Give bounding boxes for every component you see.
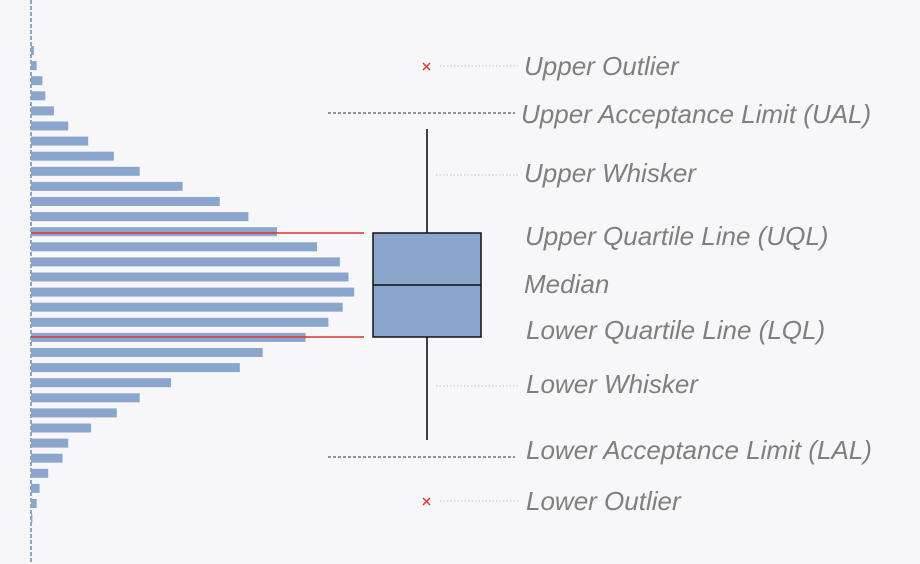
label-upper-whisker: Upper Whisker <box>524 158 697 188</box>
histogram-bar <box>31 166 140 176</box>
histogram-bar <box>31 212 249 222</box>
histogram-bar <box>31 181 183 191</box>
label-median: Median <box>524 269 609 299</box>
histogram-bar <box>31 91 46 101</box>
histogram-bar <box>31 483 40 493</box>
histogram-bar <box>31 242 317 252</box>
histogram-bar <box>31 121 69 131</box>
label-lower-outlier: Lower Outlier <box>526 486 682 516</box>
histogram-bar <box>31 257 340 267</box>
histogram <box>31 46 355 524</box>
histogram-bar <box>31 151 114 161</box>
label-uql: Upper Quartile Line (UQL) <box>525 221 828 251</box>
histogram-bar <box>31 106 54 116</box>
leader-lines <box>436 65 520 502</box>
upper-outlier-marker <box>422 62 431 71</box>
label-lal: Lower Acceptance Limit (LAL) <box>526 435 872 465</box>
histogram-bar <box>31 499 37 508</box>
histogram-bar <box>31 514 33 524</box>
label-upper-outlier: Upper Outlier <box>524 51 680 81</box>
histogram-bar <box>31 197 220 206</box>
histogram-bar <box>31 438 69 448</box>
histogram-bar <box>31 393 140 403</box>
label-lql: Lower Quartile Line (LQL) <box>526 315 825 345</box>
label-ual: Upper Acceptance Limit (UAL) <box>521 99 871 129</box>
histogram-bar <box>31 227 277 237</box>
histogram-bar <box>31 317 329 327</box>
label-lower-whisker: Lower Whisker <box>526 369 699 399</box>
histogram-bar <box>31 423 92 433</box>
histogram-bar <box>31 302 343 312</box>
histogram-bar <box>31 453 63 463</box>
histogram-bar <box>31 46 34 55</box>
histogram-bar <box>31 378 172 388</box>
histogram-bar <box>31 408 117 418</box>
histogram-bar <box>31 468 49 478</box>
histogram-bar <box>31 76 43 86</box>
histogram-bar <box>31 348 263 357</box>
histogram-bar <box>31 272 349 282</box>
histogram-bar <box>31 136 89 146</box>
lower-outlier-marker <box>422 497 431 506</box>
histogram-bar <box>31 363 240 373</box>
histogram-bar <box>31 61 37 71</box>
histogram-bar <box>31 287 355 297</box>
